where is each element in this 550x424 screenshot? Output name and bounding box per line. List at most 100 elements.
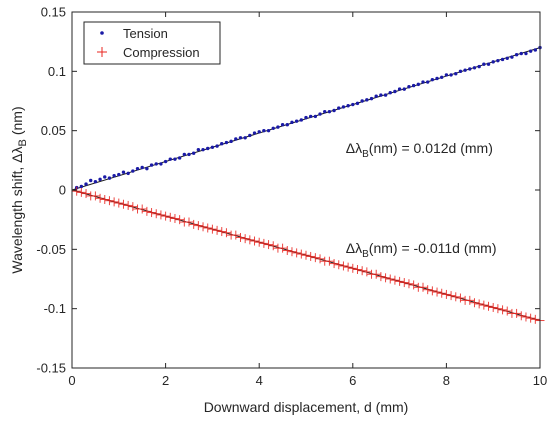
tension-point xyxy=(262,128,266,133)
tension-point xyxy=(355,101,360,106)
tension-point xyxy=(266,128,271,133)
compression-point xyxy=(72,186,82,196)
tension-point xyxy=(79,184,84,189)
tension-point xyxy=(341,105,346,109)
tension-equation: ΔλB(nm) = 0.012d (mm) xyxy=(346,140,493,160)
legend-label-tension: Tension xyxy=(123,26,168,41)
tension-point xyxy=(435,76,439,81)
compression-point xyxy=(306,251,316,261)
compression-point xyxy=(404,279,414,289)
compression-point xyxy=(498,305,508,315)
y-tick-label: 0.1 xyxy=(48,64,66,79)
compression-point xyxy=(207,224,217,234)
compression-point xyxy=(348,263,358,273)
compression-point xyxy=(151,209,161,219)
compression-point xyxy=(282,246,292,256)
compression-point xyxy=(376,272,386,282)
compression-point xyxy=(432,287,442,297)
compression-point xyxy=(161,211,171,221)
compression-point xyxy=(399,278,409,288)
tension-point xyxy=(369,96,374,101)
tension-point xyxy=(318,112,322,116)
tension-point xyxy=(131,169,135,173)
tension-point xyxy=(271,126,275,130)
compression-point xyxy=(315,254,325,264)
compression-point xyxy=(95,193,105,203)
tension-point xyxy=(360,99,364,103)
y-tick-label: -0.05 xyxy=(36,242,66,257)
tension-point xyxy=(477,64,481,69)
x-tick-label: 4 xyxy=(256,373,263,388)
compression-point xyxy=(287,247,297,257)
compression-point xyxy=(100,194,110,204)
compression-point xyxy=(488,302,498,312)
tension-point xyxy=(491,60,495,64)
compression-point xyxy=(259,238,269,248)
tension-point xyxy=(379,93,383,97)
tension-point xyxy=(468,67,472,71)
compression-point xyxy=(357,266,367,276)
tension-point xyxy=(191,151,196,155)
compression-equation: ΔλB(nm) = -0.011d (mm) xyxy=(346,240,497,260)
tension-point xyxy=(332,108,336,113)
compression-point xyxy=(451,292,461,302)
compression-point xyxy=(278,243,288,253)
tension-point xyxy=(149,163,154,167)
tension-point xyxy=(177,156,182,160)
tension-point xyxy=(444,73,449,77)
compression-point xyxy=(310,253,320,263)
compression-point xyxy=(114,198,124,208)
tension-point xyxy=(308,114,313,119)
legend-marker-tension xyxy=(100,31,104,35)
compression-point xyxy=(118,199,128,209)
compression-point xyxy=(521,312,531,322)
compression-point xyxy=(343,262,353,272)
compression-point xyxy=(409,280,419,290)
compression-point xyxy=(221,228,231,238)
compression-point xyxy=(324,256,334,266)
compression-point xyxy=(455,293,465,303)
compression-point xyxy=(301,250,311,260)
tension-point xyxy=(112,174,116,178)
tension-point xyxy=(327,109,332,114)
x-axis-ticks: 0 2 4 6 8 10 xyxy=(68,12,547,388)
data-marks xyxy=(72,45,545,326)
tension-point xyxy=(196,147,201,152)
y-tick-label: -0.15 xyxy=(36,361,66,376)
tension-point xyxy=(182,152,187,157)
tension-point xyxy=(294,119,299,123)
tension-point xyxy=(163,159,168,164)
tension-point xyxy=(496,58,500,63)
tension-point xyxy=(248,133,252,138)
tension-point xyxy=(514,53,519,57)
compression-point xyxy=(175,215,185,225)
tension-point xyxy=(472,66,477,70)
compression-point xyxy=(268,241,278,251)
compression-point xyxy=(137,204,147,214)
compression-point xyxy=(76,187,86,197)
tension-point xyxy=(89,178,93,183)
legend-box xyxy=(83,21,221,65)
tension-point xyxy=(276,125,280,129)
compression-point xyxy=(254,237,264,247)
x-tick-label: 2 xyxy=(162,373,169,388)
tension-point xyxy=(84,182,88,186)
tension-point xyxy=(454,72,458,76)
tension-point xyxy=(407,85,411,89)
tension-point xyxy=(252,131,257,135)
tension-point xyxy=(107,176,112,180)
tension-point xyxy=(397,87,402,91)
tension-point xyxy=(290,120,294,125)
x-tick-label: 8 xyxy=(443,373,450,388)
compression-point xyxy=(203,223,213,233)
compression-point xyxy=(526,313,536,323)
compression-point xyxy=(441,289,451,299)
tension-point xyxy=(440,75,444,79)
compression-point xyxy=(193,221,203,231)
tension-point xyxy=(187,152,191,157)
y-tick-label: 0.15 xyxy=(41,5,66,20)
compression-point xyxy=(516,311,526,321)
tension-point xyxy=(313,114,318,119)
tension-point xyxy=(500,57,505,62)
compression-point xyxy=(189,219,199,229)
